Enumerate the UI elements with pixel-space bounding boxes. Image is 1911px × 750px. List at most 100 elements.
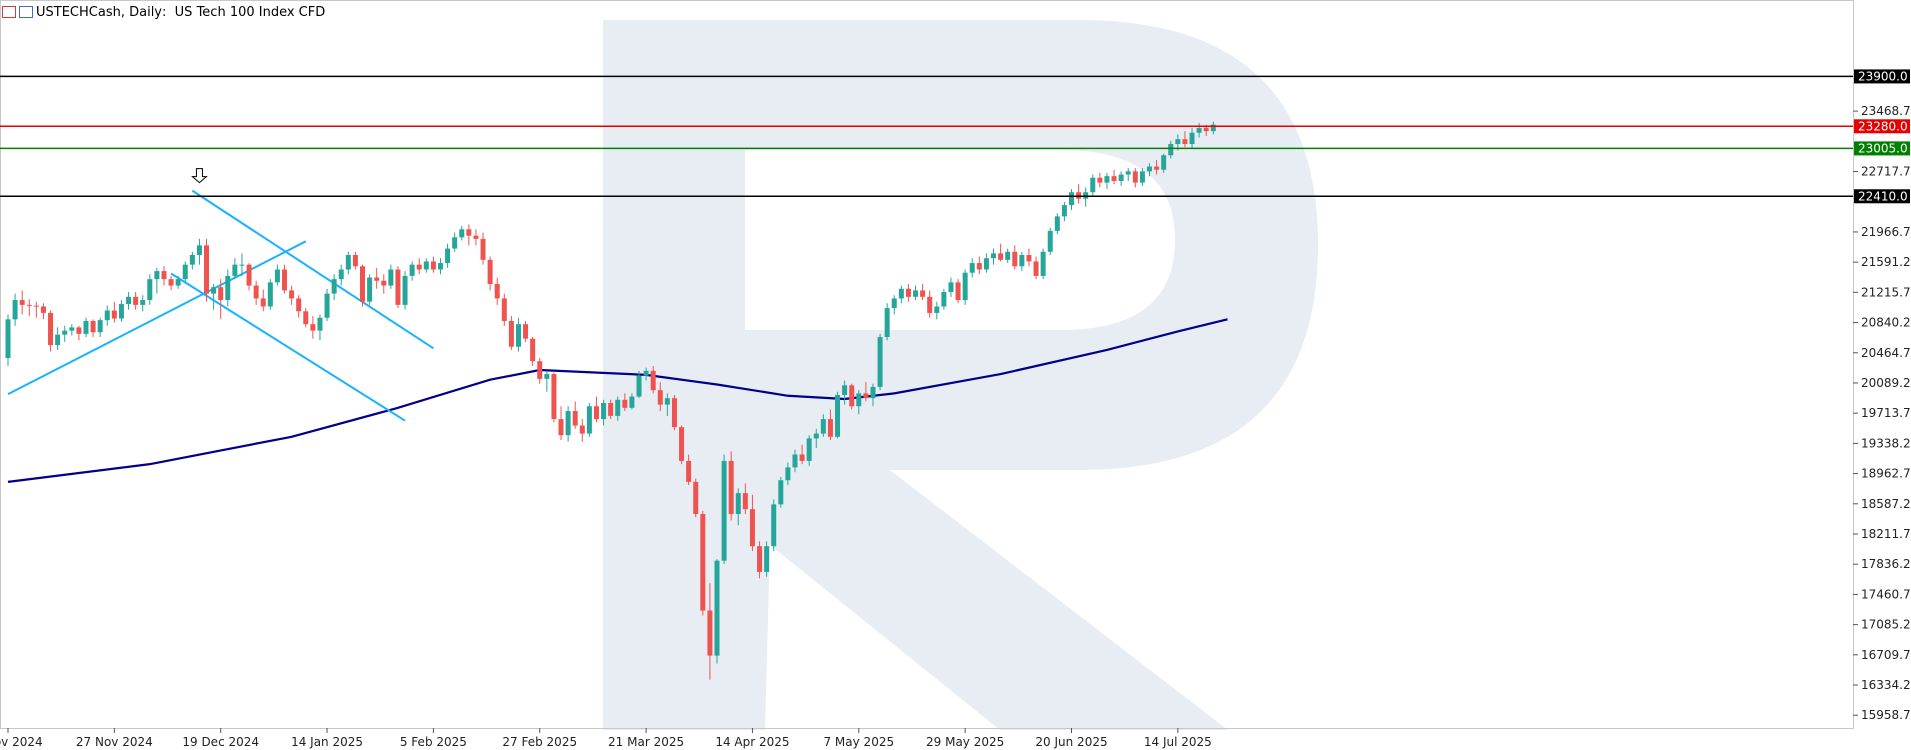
candle-body bbox=[1019, 255, 1025, 267]
candle-body bbox=[352, 255, 358, 267]
candle-body bbox=[700, 514, 706, 611]
candle-body bbox=[927, 296, 933, 313]
y-tick-label: 18587.2 bbox=[1861, 497, 1911, 511]
candle-body bbox=[664, 398, 670, 405]
candle-body bbox=[204, 245, 210, 294]
candle-body bbox=[608, 403, 614, 416]
candle-body bbox=[154, 271, 160, 280]
candle-body bbox=[579, 425, 585, 434]
candle-body bbox=[324, 293, 330, 318]
candle-body bbox=[863, 393, 869, 399]
candle-body bbox=[1118, 174, 1124, 181]
time-axis[interactable]: 5 Nov 2024 27 Nov 2024 19 Dec 2024 14 Jan 2… bbox=[0, 728, 1212, 749]
trendline bbox=[7, 240, 307, 396]
candle-body bbox=[969, 263, 975, 273]
candle-body bbox=[707, 610, 713, 656]
candle-body bbox=[593, 406, 599, 420]
candle-body bbox=[76, 327, 82, 334]
candle-body bbox=[253, 285, 259, 299]
candle-body bbox=[650, 370, 656, 391]
candle-body bbox=[643, 370, 649, 376]
candles bbox=[5, 121, 1216, 680]
candle-body bbox=[473, 235, 479, 239]
candle-body bbox=[586, 406, 592, 434]
moving-average-line bbox=[7, 318, 1228, 483]
candle-body bbox=[835, 394, 841, 437]
candle-body bbox=[671, 398, 677, 428]
candle-body bbox=[515, 324, 521, 347]
candle-body bbox=[934, 306, 940, 313]
candle-body bbox=[182, 264, 188, 280]
price-levels[interactable]: 23900.0 23280.0 23005.0 22410.0 bbox=[0, 69, 1910, 204]
candle-body bbox=[430, 261, 436, 270]
price-level-badge bbox=[1854, 141, 1910, 156]
candle-body bbox=[551, 374, 557, 420]
candle-body bbox=[728, 460, 734, 515]
candle-body bbox=[218, 287, 224, 301]
candle-body bbox=[941, 292, 947, 307]
candle-body bbox=[891, 298, 897, 309]
y-tick-label: 20089.2 bbox=[1861, 376, 1911, 390]
candle-body bbox=[785, 467, 791, 481]
x-tick-label: 14 Jan 2025 bbox=[291, 735, 363, 749]
candle-body bbox=[991, 253, 997, 259]
candle-body bbox=[799, 454, 805, 461]
moving-average bbox=[7, 318, 1228, 483]
candle-body bbox=[466, 229, 472, 236]
y-tick-label: 17460.7 bbox=[1861, 587, 1911, 601]
chart-type-icon[interactable] bbox=[19, 6, 33, 18]
price-level-badge bbox=[1854, 119, 1910, 134]
candle-body bbox=[289, 290, 295, 299]
candle-body bbox=[62, 330, 68, 335]
x-tick-label: 27 Feb 2025 bbox=[502, 735, 577, 749]
arrow-marker bbox=[191, 168, 208, 184]
candle-body bbox=[820, 419, 826, 434]
candle-body bbox=[267, 282, 273, 307]
candle-body bbox=[693, 481, 699, 515]
candle-body bbox=[104, 310, 110, 321]
candle-body bbox=[189, 255, 195, 265]
price-axis[interactable]: 23468.7 22717.7 21966.7 21591.2 21215.7 20840… bbox=[1853, 104, 1911, 722]
candle-body bbox=[388, 269, 394, 286]
trendline bbox=[170, 272, 406, 422]
candle-body bbox=[657, 390, 663, 405]
x-tick-label: 7 May 2025 bbox=[823, 735, 894, 749]
x-tick-label: 21 Mar 2025 bbox=[608, 735, 684, 749]
candle-body bbox=[905, 288, 911, 297]
candle-body bbox=[884, 308, 890, 338]
candle-body bbox=[147, 279, 153, 301]
candle-body bbox=[133, 296, 139, 305]
price-level-label: 22410.0 bbox=[1858, 189, 1908, 203]
symbol-label: USTECHCash bbox=[36, 4, 121, 20]
candle-body bbox=[409, 264, 415, 276]
candle-body bbox=[544, 374, 550, 379]
candle-body bbox=[118, 304, 124, 319]
candle-body bbox=[1161, 155, 1167, 170]
timeframe-label: Daily bbox=[129, 4, 163, 20]
candle-body bbox=[572, 411, 578, 426]
candle-body bbox=[998, 253, 1004, 260]
candle-body bbox=[1125, 171, 1131, 175]
candle-body bbox=[827, 419, 833, 437]
x-tick-label: 5 Nov 2024 bbox=[0, 735, 43, 749]
candle-body bbox=[459, 229, 465, 238]
candle-body bbox=[757, 546, 763, 572]
candle-body bbox=[33, 305, 39, 307]
down-arrow-icon bbox=[191, 168, 208, 184]
candle-body bbox=[1210, 124, 1216, 132]
candle-body bbox=[806, 438, 812, 461]
indicator-list-icon[interactable] bbox=[2, 6, 16, 18]
candle-body bbox=[487, 259, 493, 284]
candle-body bbox=[714, 560, 720, 656]
price-level-badge bbox=[1854, 189, 1910, 204]
x-tick-label: 5 Feb 2025 bbox=[400, 735, 467, 749]
candle-body bbox=[962, 272, 968, 301]
trendlines bbox=[7, 189, 434, 422]
candle-body bbox=[870, 386, 876, 399]
candle-body bbox=[416, 264, 422, 270]
candle-body bbox=[296, 298, 302, 312]
candle-body bbox=[367, 277, 373, 302]
candle-body bbox=[40, 306, 46, 313]
candle-body bbox=[508, 320, 514, 347]
